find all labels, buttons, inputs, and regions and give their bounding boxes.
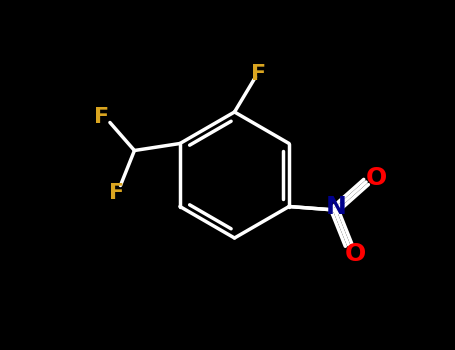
Text: F: F: [252, 63, 267, 84]
Text: N: N: [326, 195, 347, 218]
Text: F: F: [109, 182, 125, 203]
Text: O: O: [345, 242, 366, 266]
Text: O: O: [366, 167, 387, 190]
Text: F: F: [94, 107, 109, 127]
